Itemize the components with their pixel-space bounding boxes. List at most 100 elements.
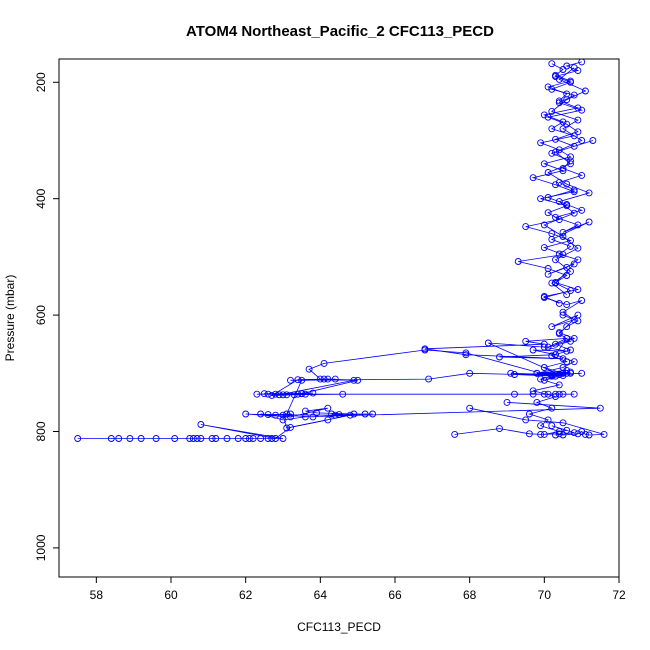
data-point [559,311,567,319]
data-point [533,398,541,406]
data-point [574,128,582,136]
data-point [570,64,578,72]
data-point [272,390,279,398]
data-point [555,216,563,224]
data-point [540,343,548,351]
data-point [189,435,197,442]
data-point [563,263,571,271]
data-point [570,260,578,268]
data-point [126,435,134,442]
data-point [507,369,515,377]
x-tick-label: 72 [612,588,626,602]
data-point [503,398,511,406]
x-axis: 58 60 62 64 66 68 70 72 [90,577,626,602]
data-point [555,329,563,337]
data-point [279,411,287,419]
data-point [522,337,530,345]
data-point [287,413,294,421]
data-point [305,365,313,373]
data-point [570,429,578,437]
data-point [559,419,567,427]
x-tick-label: 70 [538,588,552,602]
profile-series [74,416,332,442]
data-point [548,279,556,287]
data-point [287,376,294,384]
x-tick-label: 60 [164,588,178,602]
data-point [567,160,574,168]
data-point [320,359,328,367]
data-point [581,430,589,438]
data-point [328,410,335,418]
data-point [260,390,268,398]
data-point [253,390,261,398]
data-point [257,410,265,418]
y-tick-label: 1000 [34,534,48,561]
data-point [301,390,309,398]
data-point [466,404,474,412]
x-tick-label: 58 [90,588,104,602]
data-point [555,428,563,435]
data-point [354,376,362,384]
data-point [279,391,287,399]
data-point [578,106,586,114]
data-point [578,369,586,377]
data-point [555,430,563,438]
data-point [552,393,559,401]
data-point [301,413,309,421]
series-line [454,407,605,436]
data-point [563,202,571,210]
data-point [496,353,503,361]
data-point [574,244,582,252]
y-axis-label: Pressure (mbar) [3,275,17,362]
profile-series [451,404,608,439]
data-point [462,349,470,357]
data-point [574,221,582,229]
data-point [279,435,287,442]
data-point [324,404,332,412]
data-point [421,346,429,354]
data-point [563,291,571,299]
data-point [212,435,220,442]
data-point [570,132,578,140]
data-point [346,411,354,419]
data-point [567,267,574,275]
data-point [548,125,556,133]
data-point [529,346,537,354]
data-point [548,149,556,157]
series-line [543,67,591,296]
data-point [559,164,567,172]
data-point [525,410,533,418]
data-point [298,390,306,398]
data-point [339,390,347,398]
series-line [256,372,582,396]
data-point [287,423,294,431]
data-point [552,148,559,156]
data-point [249,435,257,442]
data-point [555,381,563,389]
data-point [466,369,474,377]
data-point [574,256,582,264]
data-point [570,209,578,217]
data-point [511,390,518,398]
data-point [563,120,571,128]
x-tick-label: 64 [314,588,328,602]
data-point [559,125,567,133]
data-point [537,422,545,430]
data-point [264,411,272,419]
data-point [548,323,556,331]
data-point [578,137,586,144]
data-point [208,435,216,442]
data-point [559,228,567,236]
data-point [525,430,533,438]
data-point [559,431,567,439]
data-point [567,237,574,245]
data-point [559,372,567,380]
series-line [77,419,328,439]
data-point [137,435,145,442]
data-point [555,146,563,154]
data-point [242,410,250,418]
data-point [279,416,287,424]
y-tick-label: 800 [34,421,48,441]
